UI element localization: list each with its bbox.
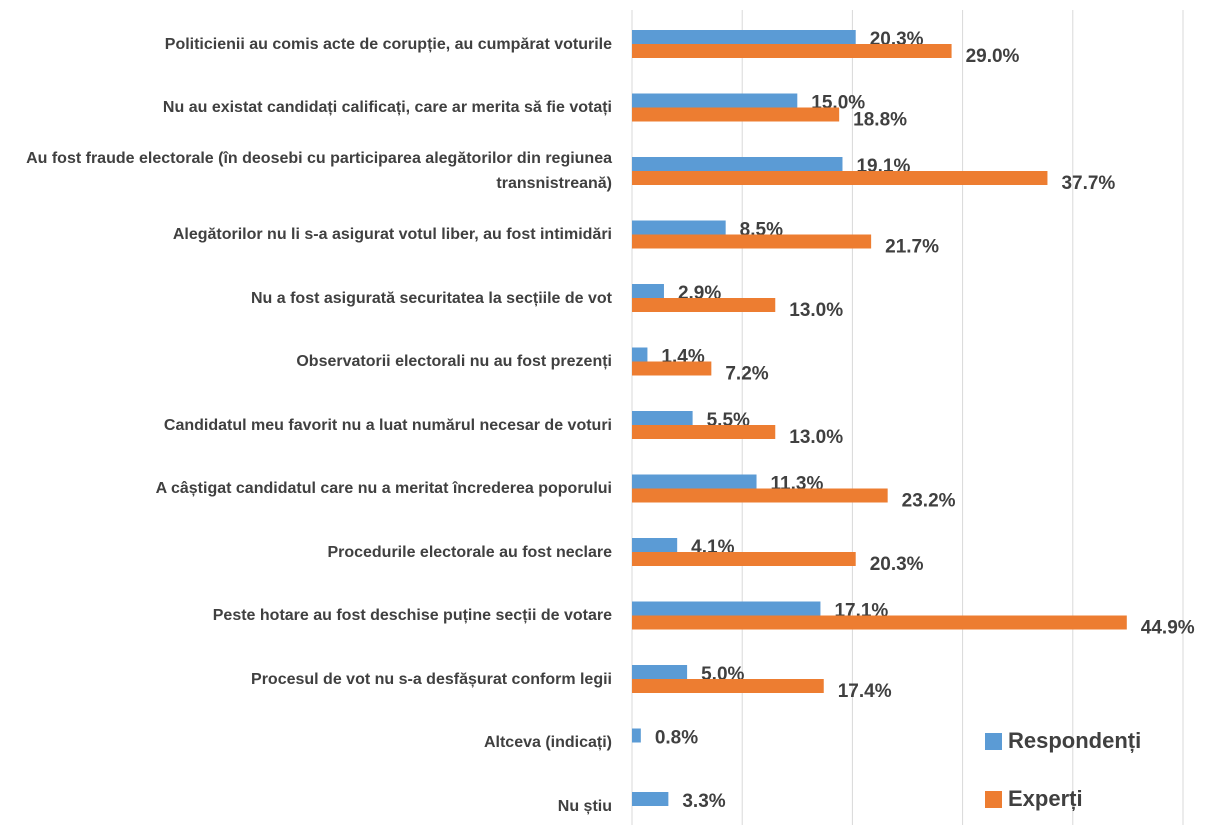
value-label: 18.8%	[853, 110, 907, 131]
value-label: 29.0%	[966, 46, 1020, 67]
legend-label: Respondenți	[1008, 728, 1141, 753]
bar	[632, 171, 1048, 185]
bar	[632, 679, 824, 693]
category-label: Alegătorilor nu li s-a asigurat votul li…	[172, 226, 612, 243]
bar	[632, 347, 648, 362]
bar	[632, 601, 821, 616]
value-label: 13.0%	[789, 427, 843, 448]
category-label: A câștigat candidatul care nu a meritat …	[155, 480, 612, 497]
category-label: Procesul de vot nu s-a desfășurat confor…	[251, 670, 612, 688]
value-label: 3.3%	[682, 791, 725, 812]
value-label: 21.7%	[885, 237, 939, 258]
category-label: Altceva (indicați)	[483, 734, 612, 751]
value-label: 17.4%	[838, 681, 892, 702]
bar	[632, 411, 693, 425]
category-label: Nu a fost asigurată securitatea la secți…	[250, 289, 612, 307]
bar	[632, 30, 856, 44]
category-label: Politicienii au comis acte de corupție, …	[164, 35, 612, 53]
legend-swatch	[985, 733, 1002, 750]
bar	[632, 792, 669, 806]
value-label: 13.0%	[789, 300, 843, 321]
category-label: Au fost fraude electorale (în deosebi cu…	[26, 150, 612, 192]
value-label: 23.2%	[902, 491, 956, 512]
legend-swatch	[985, 791, 1002, 808]
bar	[632, 298, 776, 312]
category-label: Observatorii electorali nu au fost preze…	[296, 353, 612, 370]
value-label: 20.3%	[870, 554, 924, 575]
value-label: 0.8%	[655, 728, 698, 749]
bar	[632, 665, 688, 679]
bar	[632, 93, 798, 108]
category-label: Peste hotare au fost deschise puține sec…	[212, 607, 612, 624]
bar	[632, 361, 712, 376]
bar	[632, 284, 664, 298]
category-label: Nu știu	[557, 797, 612, 815]
bar	[632, 157, 843, 171]
value-label: 7.2%	[725, 364, 768, 385]
bar	[632, 474, 757, 489]
category-label: Candidatul meu favorit nu a luat numărul…	[163, 416, 612, 434]
bar	[632, 615, 1127, 630]
value-label: 44.9%	[1141, 618, 1195, 639]
bar	[632, 728, 641, 743]
value-label: 37.7%	[1061, 173, 1115, 194]
category-label: Nu au existat candidați calificați, care…	[162, 99, 612, 116]
bar	[632, 488, 888, 503]
bar	[632, 538, 678, 552]
bar	[632, 234, 872, 249]
bar	[632, 220, 726, 235]
legend-label: Experți	[1008, 786, 1083, 811]
bar	[632, 44, 952, 58]
bar	[632, 425, 776, 439]
bar	[632, 107, 840, 122]
bar	[632, 552, 856, 566]
category-label: Procedurile electorale au fost neclare	[327, 543, 612, 561]
